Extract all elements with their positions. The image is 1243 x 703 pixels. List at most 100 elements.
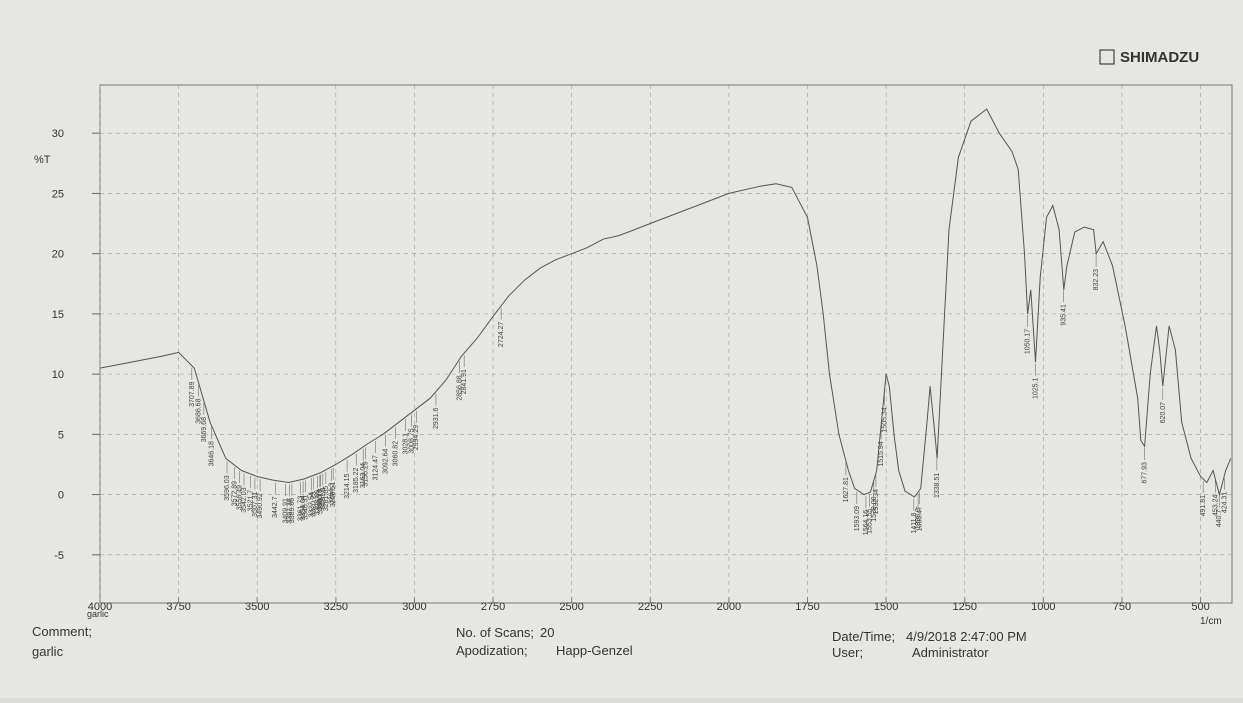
peak-label: 3646.18: [208, 441, 215, 466]
peak-label: 1050.17: [1025, 329, 1032, 354]
peak-label: 3327.54: [308, 492, 315, 517]
peak-label: 3008.75: [409, 428, 416, 453]
peak-label: 3308.66: [314, 490, 321, 515]
peak-label: 1564.16: [863, 510, 870, 535]
peak-label: 935.41: [1061, 304, 1068, 326]
y-tick-label: 20: [52, 249, 64, 261]
y-tick-label: 10: [52, 369, 64, 381]
y-axis-label: %T: [34, 154, 51, 166]
peak-label: 2724.27: [498, 322, 505, 347]
peak-label: 453.24: [1212, 495, 1219, 517]
peak-label: 1393.47: [917, 506, 924, 531]
peak-label: 1515.94: [878, 441, 885, 466]
x-tick-label: 2000: [717, 601, 741, 613]
peak-label: 3354.04: [300, 495, 307, 520]
x-tick-label: 1000: [1031, 601, 1055, 613]
peak-label: 3320.23: [311, 491, 318, 516]
peak-label: 2994.29: [413, 425, 420, 450]
peak-label: 1025.1: [1032, 377, 1039, 399]
peak-label: 3156.29: [362, 461, 369, 486]
peak-label: 1505.34: [881, 407, 888, 432]
peak-label: 3596.03: [224, 475, 231, 500]
footer-label: User;: [832, 645, 863, 660]
peak-label: 3507.31: [252, 492, 259, 517]
y-tick-label: 25: [52, 188, 64, 200]
sample-label: garlic: [87, 609, 109, 619]
spectrum-line: [99, 108, 1232, 498]
peak-label: 3214.15: [344, 473, 351, 498]
x-tick-label: 3000: [402, 601, 426, 613]
footer-label: Date/Time;: [832, 629, 895, 644]
peak-label: 440.7: [1216, 510, 1223, 528]
x-tick-label: 2500: [559, 601, 583, 613]
peak-label: 620.07: [1160, 402, 1167, 424]
peak-label: 677.93: [1142, 462, 1149, 484]
x-tick-label: 750: [1113, 601, 1131, 613]
footer-label: Comment;: [32, 624, 92, 639]
peak-label: 2841.91: [461, 369, 468, 394]
peak-label: 1532.34: [873, 489, 880, 514]
peak-label: 3281.65: [323, 486, 330, 511]
x-tick-label: 1500: [874, 601, 898, 613]
footer-value: Happ-Genzel: [556, 643, 633, 658]
peak-label: 1593.09: [854, 506, 861, 531]
footer-label: No. of Scans;: [456, 625, 534, 640]
y-tick-label: 0: [58, 490, 64, 502]
x-tick-label: 2750: [481, 601, 505, 613]
peak-label: 3409.91: [283, 498, 290, 523]
footer-value: 20: [540, 625, 554, 640]
peak-label: 3442.7: [272, 496, 279, 518]
peak-label: 3490.92: [257, 493, 264, 518]
peak-label: 3028.1: [403, 433, 410, 455]
peak-label: 832.23: [1093, 269, 1100, 291]
footer-label: Apodization;: [456, 643, 528, 658]
peak-label: 3542.03: [241, 487, 248, 512]
x-tick-label: 2250: [638, 601, 662, 613]
peak-label: 1553.55: [866, 509, 873, 534]
peak-label: 3264.3: [328, 483, 335, 505]
peak-label: 3258.51: [330, 482, 337, 507]
x-tick-label: 4000: [88, 601, 112, 613]
peak-label: 3300.8: [317, 489, 324, 511]
peak-label: 3361.73: [298, 496, 305, 521]
brand-logo: [1099, 49, 1115, 65]
peak-label: 3291.3: [320, 487, 327, 509]
peak-label: 3572.89: [231, 481, 238, 506]
peak-label: 3707.89: [189, 382, 196, 407]
peak-label: 3346.31: [303, 494, 310, 519]
y-tick-label: 5: [58, 429, 64, 441]
x-tick-label: 1750: [795, 601, 819, 613]
x-tick-label: 500: [1191, 601, 1209, 613]
y-tick-label: 15: [52, 309, 64, 321]
x-tick-label: 1250: [952, 601, 976, 613]
brand: SHIMADZU: [1120, 49, 1199, 66]
x-tick-label: 3500: [245, 601, 269, 613]
peak-label: 3185.22: [353, 468, 360, 493]
footer-value: Administrator: [912, 645, 989, 660]
peak-label: 2856.88: [456, 375, 463, 400]
footer-value: garlic: [32, 644, 64, 659]
peak-label: 1338.51: [934, 473, 941, 498]
y-tick-label: 30: [52, 128, 64, 140]
peak-label: 3556.49: [236, 485, 243, 510]
peak-label: 3092.64: [382, 448, 389, 473]
peak-label: 3163.04: [360, 463, 367, 488]
peak-label: 1411.8: [911, 513, 918, 534]
peak-label: 3669.68: [201, 417, 208, 442]
peak-label: 3298.12: [318, 488, 325, 513]
peak-label: 3521.7: [247, 490, 254, 512]
x-tick-label: 3250: [324, 601, 348, 613]
peak-label: 1627.81: [843, 477, 850, 502]
footer-value: 4/9/2018 2:47:00 PM: [906, 629, 1027, 644]
peak-label: 3397.38: [286, 498, 293, 523]
peak-label: 3060.82: [392, 441, 399, 466]
peak-label: 424.31: [1221, 492, 1228, 514]
peak-label: 491.81: [1200, 495, 1207, 517]
peak-label: 3124.47: [372, 455, 379, 480]
peak-label: 1398.3: [915, 508, 922, 530]
x-tick-label: 3750: [166, 601, 190, 613]
y-tick-label: -5: [54, 550, 64, 562]
